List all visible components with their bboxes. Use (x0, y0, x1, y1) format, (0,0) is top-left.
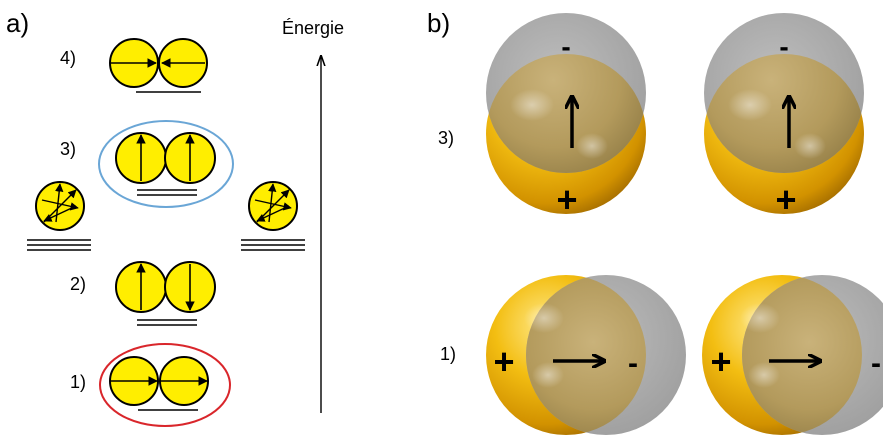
panel-a: a) Énergie 4) 3) (6, 8, 344, 427)
minus-sign: - (871, 347, 881, 380)
plus-sign: + (493, 341, 514, 382)
minus-sign: - (628, 347, 638, 380)
highlight-ellipse-red (99, 343, 231, 427)
minus-sign: - (561, 31, 570, 62)
level-4: 4) (60, 38, 208, 93)
level-1: 1) (70, 343, 231, 427)
panel-a-label: a) (6, 8, 29, 38)
level-1-label: 1) (70, 372, 86, 392)
dipole-left (109, 356, 159, 406)
row-3-label: 3) (438, 128, 454, 148)
dipole-left (115, 132, 167, 184)
level-3-label: 3) (60, 139, 76, 159)
energy-axis-label: Énergie (282, 18, 344, 38)
sphere-pair-horizontal-left: + - (486, 275, 686, 435)
monomer-right (241, 181, 305, 251)
dipole-left (115, 261, 167, 313)
plus-sign: + (556, 179, 577, 220)
level-2-label: 2) (70, 274, 86, 294)
level-2: 2) (70, 261, 216, 326)
sphere-pair-vertical-left: - + (486, 13, 646, 220)
panel-b-label: b) (427, 8, 450, 38)
plus-sign: + (710, 341, 731, 382)
dipole-left (109, 38, 159, 88)
sphere-pair-horizontal-right: + - (702, 275, 883, 435)
row-1-label: 1) (440, 344, 456, 364)
dipole-right (164, 261, 216, 313)
panel-b: b) 3) 1) - + - + (427, 8, 883, 435)
level-3: 3) (60, 120, 234, 208)
dipole-right (159, 356, 209, 406)
dipole-right (164, 132, 216, 184)
sphere-pair-vertical-right: - + (704, 13, 864, 220)
highlight-ellipse-blue (98, 120, 234, 208)
minus-sign: - (779, 31, 788, 62)
dipole-right (158, 38, 208, 88)
plus-sign: + (775, 179, 796, 220)
monomer-left (27, 181, 91, 251)
level-4-label: 4) (60, 48, 76, 68)
